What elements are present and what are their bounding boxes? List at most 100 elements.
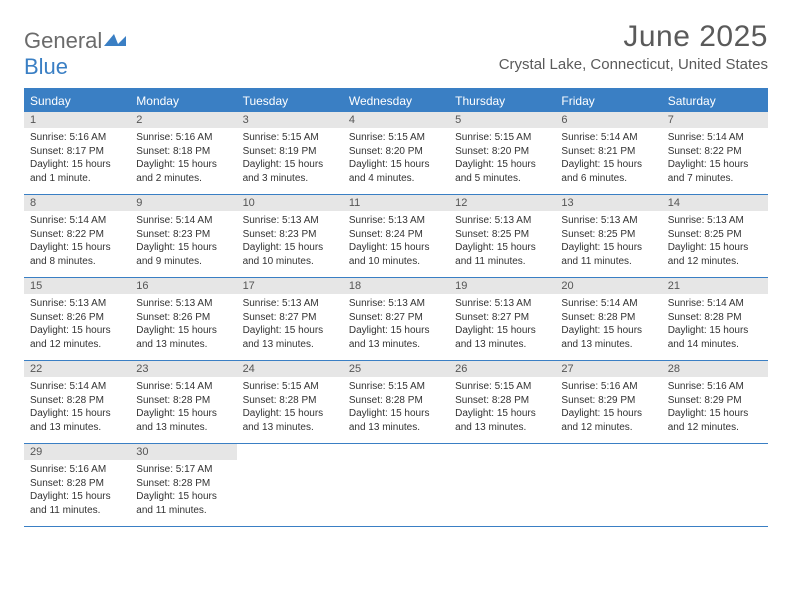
day-cell: ..: [449, 444, 555, 526]
sunset-line: Sunset: 8:29 PM: [561, 394, 655, 408]
day-cell: ..: [662, 444, 768, 526]
daylight-line: Daylight: 15 hours and 11 minutes.: [455, 241, 549, 268]
logo: General Blue: [24, 20, 126, 80]
day-number: 18: [343, 278, 449, 294]
sunset-line: Sunset: 8:28 PM: [136, 394, 230, 408]
daylight-line: Daylight: 15 hours and 12 minutes.: [30, 324, 124, 351]
sunset-line: Sunset: 8:28 PM: [30, 394, 124, 408]
daylight-line: Daylight: 15 hours and 10 minutes.: [243, 241, 337, 268]
day-number: 14: [662, 195, 768, 211]
sunrise-line: Sunrise: 5:13 AM: [561, 214, 655, 228]
sunrise-line: Sunrise: 5:13 AM: [668, 214, 762, 228]
week-row: 8Sunrise: 5:14 AMSunset: 8:22 PMDaylight…: [24, 195, 768, 278]
sunrise-line: Sunrise: 5:15 AM: [455, 131, 549, 145]
sunset-line: Sunset: 8:28 PM: [30, 477, 124, 491]
day-cell: 24Sunrise: 5:15 AMSunset: 8:28 PMDayligh…: [237, 361, 343, 443]
day-cell: 13Sunrise: 5:13 AMSunset: 8:25 PMDayligh…: [555, 195, 661, 277]
day-number: 23: [130, 361, 236, 377]
daylight-line: Daylight: 15 hours and 11 minutes.: [136, 490, 230, 517]
day-cell: ..: [237, 444, 343, 526]
sunrise-line: Sunrise: 5:14 AM: [668, 131, 762, 145]
day-body: Sunrise: 5:14 AMSunset: 8:28 PMDaylight:…: [24, 377, 130, 438]
weekday-label: Monday: [130, 90, 236, 112]
day-cell: 19Sunrise: 5:13 AMSunset: 8:27 PMDayligh…: [449, 278, 555, 360]
sunrise-line: Sunrise: 5:16 AM: [136, 131, 230, 145]
day-number: 3: [237, 112, 343, 128]
day-cell: 16Sunrise: 5:13 AMSunset: 8:26 PMDayligh…: [130, 278, 236, 360]
day-body: Sunrise: 5:16 AMSunset: 8:28 PMDaylight:…: [24, 460, 130, 521]
daylight-line: Daylight: 15 hours and 12 minutes.: [668, 407, 762, 434]
sunset-line: Sunset: 8:23 PM: [243, 228, 337, 242]
daylight-line: Daylight: 15 hours and 3 minutes.: [243, 158, 337, 185]
day-number: 2: [130, 112, 236, 128]
day-body: Sunrise: 5:14 AMSunset: 8:23 PMDaylight:…: [130, 211, 236, 272]
week-row: 22Sunrise: 5:14 AMSunset: 8:28 PMDayligh…: [24, 361, 768, 444]
day-number: 26: [449, 361, 555, 377]
sunset-line: Sunset: 8:18 PM: [136, 145, 230, 159]
location-text: Crystal Lake, Connecticut, United States: [499, 56, 768, 73]
daylight-line: Daylight: 15 hours and 2 minutes.: [136, 158, 230, 185]
weekday-label: Friday: [555, 90, 661, 112]
day-cell: ..: [343, 444, 449, 526]
daylight-line: Daylight: 15 hours and 12 minutes.: [561, 407, 655, 434]
day-number: 25: [343, 361, 449, 377]
day-cell: 17Sunrise: 5:13 AMSunset: 8:27 PMDayligh…: [237, 278, 343, 360]
sunrise-line: Sunrise: 5:15 AM: [455, 380, 549, 394]
sunset-line: Sunset: 8:28 PM: [136, 477, 230, 491]
weekday-label: Wednesday: [343, 90, 449, 112]
day-cell: 10Sunrise: 5:13 AMSunset: 8:23 PMDayligh…: [237, 195, 343, 277]
day-cell: 20Sunrise: 5:14 AMSunset: 8:28 PMDayligh…: [555, 278, 661, 360]
daylight-line: Daylight: 15 hours and 13 minutes.: [30, 407, 124, 434]
day-cell: 15Sunrise: 5:13 AMSunset: 8:26 PMDayligh…: [24, 278, 130, 360]
day-cell: 7Sunrise: 5:14 AMSunset: 8:22 PMDaylight…: [662, 112, 768, 194]
sunset-line: Sunset: 8:20 PM: [349, 145, 443, 159]
day-body: Sunrise: 5:15 AMSunset: 8:20 PMDaylight:…: [343, 128, 449, 189]
sunrise-line: Sunrise: 5:13 AM: [455, 297, 549, 311]
day-cell: 30Sunrise: 5:17 AMSunset: 8:28 PMDayligh…: [130, 444, 236, 526]
sunset-line: Sunset: 8:17 PM: [30, 145, 124, 159]
sunset-line: Sunset: 8:22 PM: [668, 145, 762, 159]
daylight-line: Daylight: 15 hours and 13 minutes.: [455, 324, 549, 351]
day-number: 7: [662, 112, 768, 128]
sunset-line: Sunset: 8:24 PM: [349, 228, 443, 242]
day-body: Sunrise: 5:15 AMSunset: 8:28 PMDaylight:…: [237, 377, 343, 438]
day-body: Sunrise: 5:13 AMSunset: 8:26 PMDaylight:…: [130, 294, 236, 355]
day-body: Sunrise: 5:13 AMSunset: 8:26 PMDaylight:…: [24, 294, 130, 355]
day-number: 27: [555, 361, 661, 377]
day-cell: 1Sunrise: 5:16 AMSunset: 8:17 PMDaylight…: [24, 112, 130, 194]
sunrise-line: Sunrise: 5:15 AM: [243, 131, 337, 145]
day-body: Sunrise: 5:14 AMSunset: 8:21 PMDaylight:…: [555, 128, 661, 189]
sunset-line: Sunset: 8:28 PM: [455, 394, 549, 408]
daylight-line: Daylight: 15 hours and 6 minutes.: [561, 158, 655, 185]
sunrise-line: Sunrise: 5:15 AM: [243, 380, 337, 394]
day-body: Sunrise: 5:14 AMSunset: 8:28 PMDaylight:…: [555, 294, 661, 355]
sunrise-line: Sunrise: 5:14 AM: [561, 131, 655, 145]
day-number: 30: [130, 444, 236, 460]
sunrise-line: Sunrise: 5:17 AM: [136, 463, 230, 477]
day-cell: 29Sunrise: 5:16 AMSunset: 8:28 PMDayligh…: [24, 444, 130, 526]
day-number: 20: [555, 278, 661, 294]
day-cell: 23Sunrise: 5:14 AMSunset: 8:28 PMDayligh…: [130, 361, 236, 443]
day-cell: 2 Sunrise: 5:16 AMSunset: 8:18 PMDaylight…: [130, 112, 236, 194]
weekday-label: Thursday: [449, 90, 555, 112]
day-cell: 18Sunrise: 5:13 AMSunset: 8:27 PMDayligh…: [343, 278, 449, 360]
day-number: 28: [662, 361, 768, 377]
day-number: 8: [24, 195, 130, 211]
day-body: Sunrise: 5:17 AMSunset: 8:28 PMDaylight:…: [130, 460, 236, 521]
day-cell: 21Sunrise: 5:14 AMSunset: 8:28 PMDayligh…: [662, 278, 768, 360]
day-cell: 22Sunrise: 5:14 AMSunset: 8:28 PMDayligh…: [24, 361, 130, 443]
day-number: 9: [130, 195, 236, 211]
month-title: June 2025: [499, 20, 768, 54]
day-number: 12: [449, 195, 555, 211]
sunrise-line: Sunrise: 5:15 AM: [349, 380, 443, 394]
sunrise-line: Sunrise: 5:16 AM: [668, 380, 762, 394]
sunset-line: Sunset: 8:19 PM: [243, 145, 337, 159]
sunrise-line: Sunrise: 5:15 AM: [349, 131, 443, 145]
daylight-line: Daylight: 15 hours and 13 minutes.: [349, 407, 443, 434]
day-body: Sunrise: 5:13 AMSunset: 8:27 PMDaylight:…: [449, 294, 555, 355]
sunrise-line: Sunrise: 5:13 AM: [243, 214, 337, 228]
daylight-line: Daylight: 15 hours and 9 minutes.: [136, 241, 230, 268]
day-number: 24: [237, 361, 343, 377]
day-body: Sunrise: 5:14 AMSunset: 8:28 PMDaylight:…: [662, 294, 768, 355]
sunset-line: Sunset: 8:25 PM: [561, 228, 655, 242]
